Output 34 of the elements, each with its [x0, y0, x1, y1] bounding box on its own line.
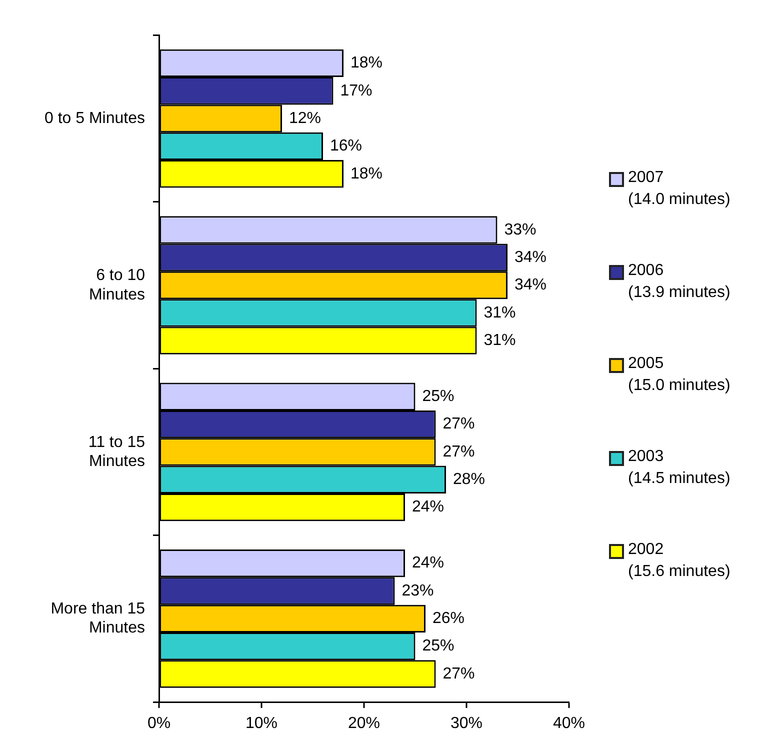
data-label: 24% [412, 554, 444, 572]
legend-label: 2002 (15.6 minutes) [628, 540, 730, 582]
data-label: 27% [442, 416, 475, 433]
data-label: 27% [442, 443, 475, 460]
data-label: 18% [350, 54, 383, 72]
x-tick-label: 40% [552, 715, 586, 732]
data-label: 17% [340, 82, 372, 100]
data-label: 28% [453, 471, 486, 488]
x-tick-label: 0% [147, 715, 171, 732]
data-label: 24% [412, 498, 444, 516]
data-label: 23% [402, 582, 434, 600]
y-tick-label: 0 to 5 Minutes [44, 110, 145, 127]
data-label: 34% [514, 248, 547, 266]
x-tick-label: 20% [348, 715, 380, 732]
legend-label: 2005 (15.0 minutes) [628, 354, 730, 396]
legend-label: 2003 (14.5 minutes) [628, 447, 730, 489]
data-label: 12% [289, 110, 322, 127]
y-tick-label: More than 15 Minutes [50, 600, 146, 637]
x-tick-label: 10% [245, 715, 278, 732]
y-tick-label: 6 to 10 Minutes [88, 267, 146, 304]
legend-label: 2007 (14.0 minutes) [628, 168, 730, 210]
data-label: 33% [504, 221, 536, 238]
data-label: 26% [432, 610, 465, 628]
y-tick-label: 11 to 15 Minutes [88, 434, 146, 470]
legend-label: 2006 (13.9 minutes) [628, 261, 730, 303]
data-label: 16% [330, 138, 362, 155]
x-tick-label: 30% [450, 715, 483, 732]
data-label: 25% [422, 638, 454, 655]
data-label: 34% [514, 276, 547, 294]
data-label: 25% [422, 388, 454, 406]
data-label: 18% [350, 165, 383, 182]
data-label: 27% [442, 665, 475, 682]
data-label: 31% [484, 332, 516, 349]
data-label: 31% [484, 304, 516, 322]
